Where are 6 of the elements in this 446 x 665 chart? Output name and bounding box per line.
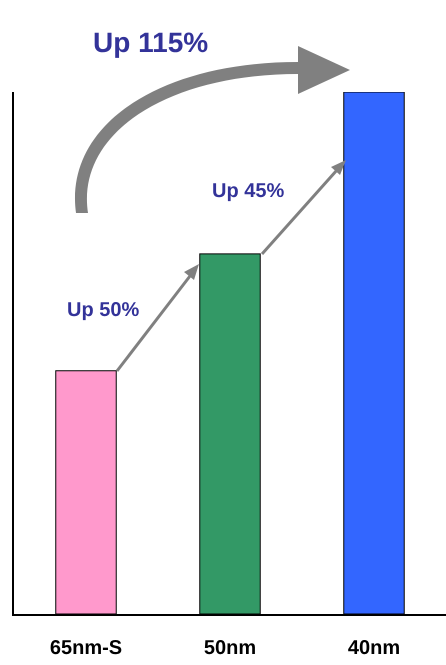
annotation: Up 45% — [212, 180, 284, 202]
x-tick-label: 50nm — [204, 637, 256, 659]
text: Up 115% — [93, 27, 208, 58]
annotation: Up 50% — [67, 299, 140, 321]
x-tick-label: 65nm-S — [50, 637, 122, 659]
x-tick-label: 40nm — [348, 637, 400, 659]
